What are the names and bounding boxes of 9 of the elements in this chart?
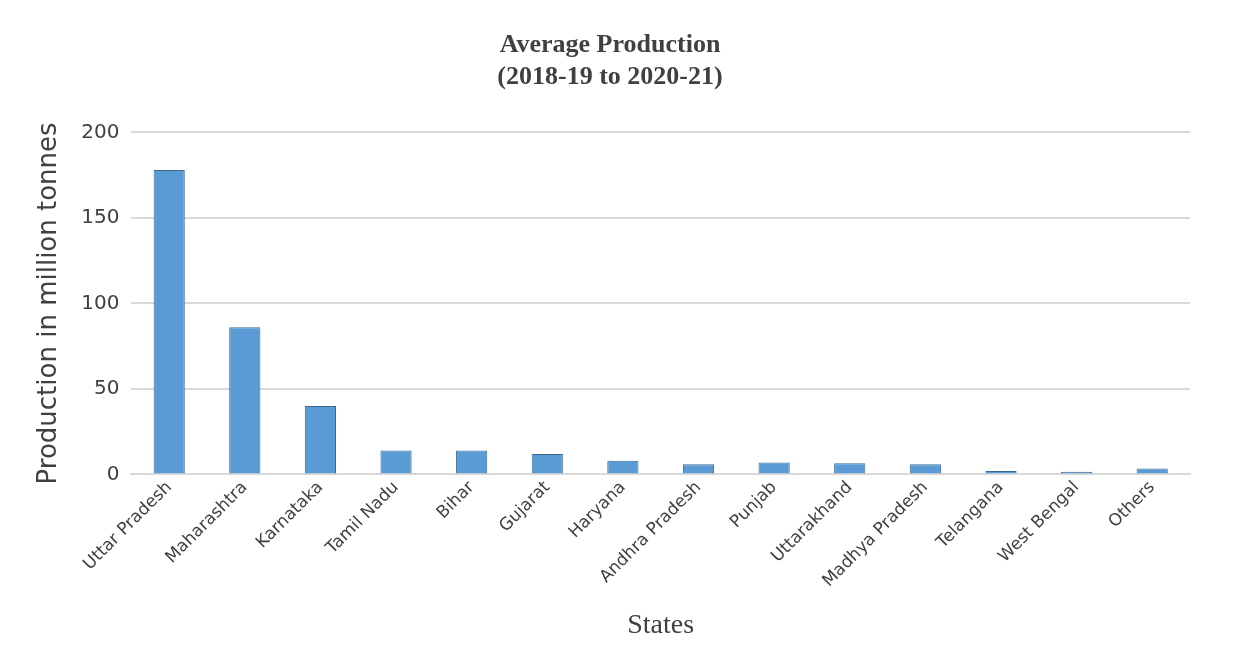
y-axis-title: Production in million tonnes — [32, 122, 63, 485]
y-tick-label: 50 — [93, 375, 120, 400]
y-tick-label: 100 — [81, 289, 120, 314]
text: Average Production — [499, 29, 721, 59]
x-axis-title: States — [627, 607, 695, 639]
y-tick-label: 150 — [81, 204, 120, 229]
text: (2018-19 to 2020-21) — [497, 60, 723, 90]
y-tick-label: 200 — [81, 118, 120, 143]
y-tick-label: 0 — [106, 460, 120, 485]
